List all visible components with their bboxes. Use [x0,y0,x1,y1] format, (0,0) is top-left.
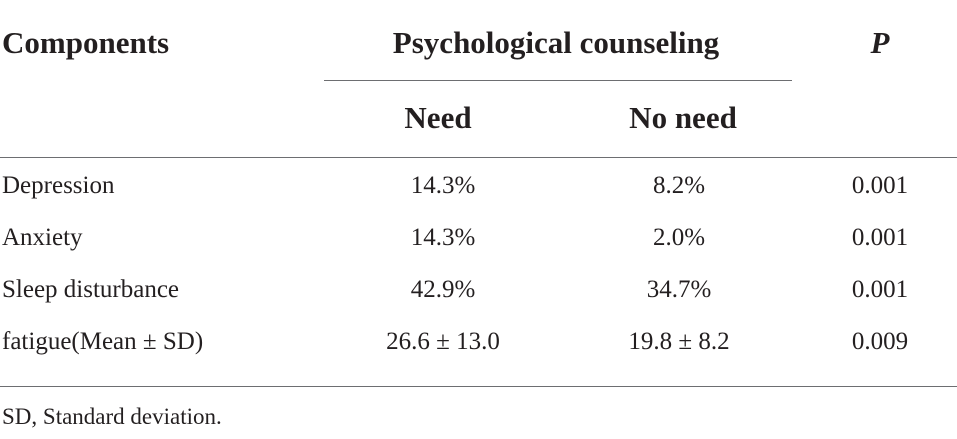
need-value: 42.9% [410,276,476,303]
need-value: 14.3% [410,172,476,199]
row-label: Depression [2,172,115,199]
row-label: Anxiety [2,224,83,251]
header-bottom-rule [0,157,957,158]
no-need-value: 34.7% [646,276,712,303]
row-label: Sleep disturbance [2,276,180,303]
header-p-value: P [870,25,890,60]
no-need-value: 2.0% [652,224,706,251]
need-value: 26.6 ± 13.0 [386,328,500,355]
header-psychological-counseling: Psychological counseling [392,25,720,60]
no-need-value: 8.2% [652,172,706,199]
no-need-value: 19.8 ± 8.2 [628,328,730,355]
header-need: Need [404,100,472,135]
header-components: Components [2,25,170,60]
p-value: 0.001 [851,276,909,303]
p-value: 0.009 [851,328,909,355]
p-value: 0.001 [851,172,909,199]
row-label: fatigue(Mean ± SD) [2,328,204,355]
need-value: 14.3% [410,224,476,251]
header-no-need: No need [629,100,737,135]
table-bottom-rule [0,386,957,387]
group-header-rule [324,80,792,81]
table-footnote: SD, Standard deviation. [2,404,222,429]
p-value: 0.001 [851,224,909,251]
